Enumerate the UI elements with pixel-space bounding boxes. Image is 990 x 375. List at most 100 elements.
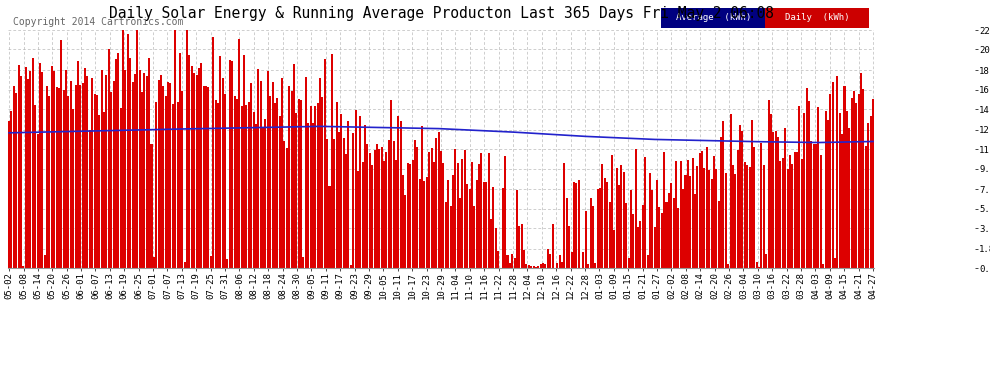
Bar — [753, 147, 755, 268]
Bar — [310, 106, 312, 268]
Bar — [860, 73, 862, 268]
Bar — [164, 96, 166, 268]
Bar — [84, 68, 86, 268]
Bar — [191, 66, 193, 268]
Bar — [818, 107, 820, 268]
Bar — [735, 174, 737, 268]
Bar — [32, 58, 34, 268]
Bar — [298, 99, 300, 268]
Bar — [737, 150, 739, 268]
Bar — [704, 168, 706, 268]
Bar — [103, 112, 105, 268]
Bar — [867, 123, 869, 268]
Bar — [711, 178, 713, 268]
Bar — [222, 78, 224, 268]
Bar — [77, 61, 79, 268]
Bar — [694, 194, 696, 268]
Bar — [551, 224, 553, 268]
Bar — [169, 83, 171, 268]
Bar — [334, 139, 336, 268]
Bar — [842, 134, 843, 268]
Bar — [767, 100, 769, 268]
Bar — [241, 106, 243, 268]
Bar — [127, 34, 129, 268]
Bar — [718, 201, 720, 268]
Bar — [407, 163, 409, 268]
Bar — [485, 182, 487, 268]
Bar — [110, 92, 112, 268]
Bar — [869, 116, 871, 268]
Bar — [146, 76, 148, 268]
Bar — [558, 255, 560, 268]
Bar — [139, 70, 141, 268]
Bar — [480, 153, 482, 268]
Bar — [125, 70, 127, 268]
Bar — [305, 77, 307, 268]
Bar — [837, 76, 839, 268]
Bar — [208, 87, 210, 268]
Bar — [502, 188, 504, 268]
Bar — [369, 153, 371, 268]
Bar — [656, 180, 658, 268]
Bar — [53, 70, 55, 268]
Bar — [570, 252, 572, 268]
Bar — [531, 266, 533, 268]
Bar — [13, 86, 15, 268]
Bar — [60, 39, 62, 268]
Bar — [390, 100, 392, 268]
Bar — [597, 189, 599, 268]
Bar — [772, 132, 774, 268]
Bar — [236, 99, 238, 268]
Bar — [471, 162, 473, 268]
Bar — [397, 116, 399, 268]
Bar — [651, 190, 653, 268]
Bar — [15, 93, 17, 268]
Bar — [278, 116, 281, 268]
Bar — [779, 161, 781, 268]
Bar — [521, 224, 523, 268]
Bar — [42, 72, 44, 268]
Bar — [713, 156, 715, 268]
Bar — [440, 151, 443, 268]
Bar — [293, 64, 295, 268]
Bar — [765, 8, 869, 28]
Bar — [366, 144, 368, 268]
Bar — [67, 96, 69, 268]
Bar — [475, 180, 477, 268]
Bar — [487, 153, 489, 268]
Bar — [618, 185, 620, 268]
Bar — [708, 170, 710, 268]
Bar — [791, 164, 793, 268]
Bar — [813, 144, 815, 268]
Bar — [55, 87, 57, 268]
Bar — [519, 226, 521, 268]
Bar — [582, 252, 584, 268]
Bar — [839, 113, 841, 268]
Bar — [81, 83, 84, 268]
Bar — [347, 121, 349, 268]
Bar — [184, 262, 186, 268]
Bar — [167, 82, 169, 268]
Bar — [428, 152, 431, 268]
Bar — [661, 8, 765, 28]
Bar — [49, 96, 50, 268]
Bar — [546, 249, 548, 268]
Bar — [250, 83, 252, 268]
Bar — [246, 105, 248, 268]
Bar — [784, 128, 786, 268]
Bar — [438, 132, 440, 268]
Bar — [424, 181, 426, 268]
Bar — [609, 202, 611, 268]
Bar — [845, 111, 847, 268]
Bar — [329, 186, 331, 268]
Bar — [290, 90, 292, 268]
Bar — [288, 87, 290, 268]
Bar — [193, 73, 195, 268]
Bar — [269, 96, 271, 268]
Bar — [758, 267, 760, 268]
Bar — [198, 68, 200, 268]
Bar — [115, 58, 117, 268]
Bar — [848, 128, 850, 268]
Bar — [857, 94, 859, 268]
Bar — [215, 99, 217, 268]
